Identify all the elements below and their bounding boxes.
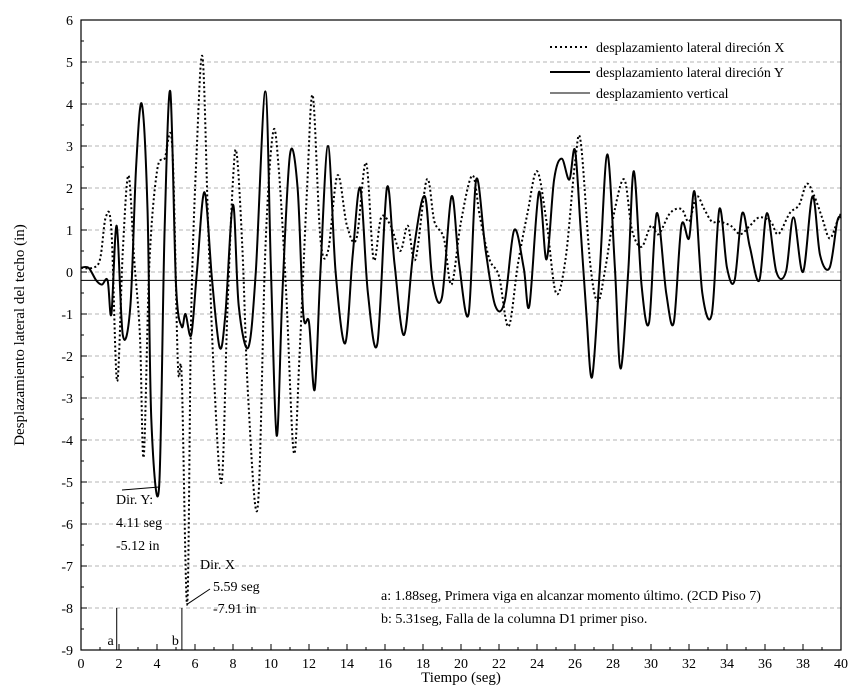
dir-x-value: -7.91 in <box>213 602 257 617</box>
dir-y-time: 4.11 seg <box>116 516 162 531</box>
x-tick-label: 6 <box>192 657 199 672</box>
x-tick-label: 22 <box>492 657 506 672</box>
axis-ticks <box>80 19 842 651</box>
x-tick-label: 32 <box>682 657 696 672</box>
y-tick-label: 0 <box>66 266 73 281</box>
y-tick-label: 3 <box>66 140 73 155</box>
y-tick-label: 1 <box>66 224 73 239</box>
x-tick-label: 30 <box>644 657 658 672</box>
x-tick-label: 8 <box>230 657 237 672</box>
series-line-y <box>80 89 842 498</box>
legend-label-vertical: desplazamiento vertical <box>596 87 729 102</box>
y-tick-label: -9 <box>61 644 73 659</box>
x-tick-label: 0 <box>78 657 85 672</box>
x-tick-label: 12 <box>302 657 316 672</box>
x-tick-label: 18 <box>416 657 430 672</box>
x-tick-label: 14 <box>340 657 354 672</box>
y-tick-label: -1 <box>61 308 73 323</box>
y-tick-label: 2 <box>66 182 73 197</box>
y-tick-label: -8 <box>61 602 73 617</box>
y-tick-label: 4 <box>66 98 73 113</box>
note-b: b: 5.31seg, Falla de la columna D1 prime… <box>381 612 647 627</box>
dir-y-value: -5.12 in <box>116 539 160 554</box>
x-tick-label: 20 <box>454 657 468 672</box>
annotations: Dir. Y: 4.11 seg -5.12 in Dir. X 5.59 se… <box>108 486 761 650</box>
y-tick-label: -3 <box>61 392 73 407</box>
x-axis-label: Tiempo (seg) <box>421 670 501 686</box>
x-tick-label: 36 <box>758 657 772 672</box>
dir-x-time: 5.59 seg <box>213 580 260 595</box>
y-tick-label: 5 <box>66 56 73 71</box>
marker-b-label: b <box>172 634 179 649</box>
dir-x-leader-line <box>186 588 211 605</box>
x-tick-label: 40 <box>834 657 848 672</box>
x-tick-label: 24 <box>530 657 544 672</box>
plot-frame <box>80 19 842 651</box>
series-line-x <box>80 54 842 606</box>
y-tick-label: -2 <box>61 350 73 365</box>
dir-y-leader-line <box>121 486 160 491</box>
x-tick-label: 10 <box>264 657 278 672</box>
grid-lines <box>81 61 841 609</box>
legend-label-y: desplazamiento lateral direción Y <box>596 66 784 81</box>
y-tick-label: -5 <box>61 476 73 491</box>
y-axis-label: Desplazamiento lateral del techo (in) <box>12 224 28 446</box>
x-tick-label: 16 <box>378 657 392 672</box>
y-tick-label: -4 <box>61 434 73 449</box>
note-a: a: 1.88seg, Primera viga en alcanzar mom… <box>381 589 761 604</box>
legend-label-x: desplazamiento lateral direción X <box>596 41 785 56</box>
dir-x-title: Dir. X <box>200 558 235 573</box>
x-tick-label: 28 <box>606 657 620 672</box>
series-group <box>80 54 842 606</box>
legend: desplazamiento lateral direción X despla… <box>550 41 785 102</box>
y-tick-label: -7 <box>61 560 73 575</box>
y-tick-label: -6 <box>61 518 73 533</box>
x-tick-label: 34 <box>720 657 734 672</box>
x-tick-label: 4 <box>154 657 161 672</box>
x-tick-label: 38 <box>796 657 810 672</box>
dir-y-title: Dir. Y: <box>116 493 153 508</box>
x-tick-label: 2 <box>116 657 123 672</box>
x-tick-label: 26 <box>568 657 582 672</box>
marker-a-label: a <box>108 634 115 649</box>
y-tick-label: 6 <box>66 14 73 29</box>
